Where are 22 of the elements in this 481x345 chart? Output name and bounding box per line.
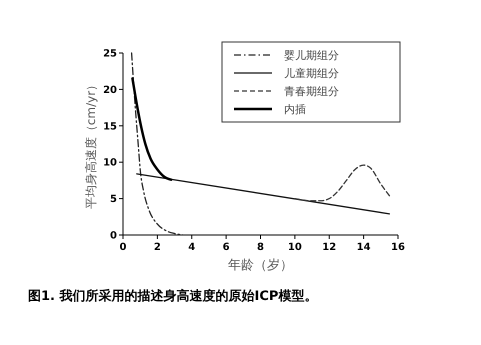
x-tick-label: 2 bbox=[154, 242, 161, 253]
y-tick-label: 15 bbox=[103, 121, 118, 132]
y-tick-label: 5 bbox=[110, 194, 118, 206]
caption: 图1. 我们所采用的描述身高速度的原始ICP模型。 bbox=[28, 288, 318, 304]
x-tick-label: 14 bbox=[356, 242, 371, 253]
x-tick-label: 0 bbox=[120, 242, 127, 253]
legend-label: 儿童期组分 bbox=[284, 67, 339, 80]
legend-label: 内插 bbox=[284, 103, 306, 116]
x-tick-label: 10 bbox=[288, 242, 302, 253]
y-axis-title: 平均身高速度（cm/yr） bbox=[84, 78, 98, 210]
x-tick-label: 6 bbox=[222, 242, 230, 253]
x-axis-title: 年龄（岁） bbox=[228, 258, 293, 273]
x-tick-label: 12 bbox=[322, 242, 336, 253]
x-tick-label: 4 bbox=[188, 242, 196, 253]
legend-label: 青春期组分 bbox=[284, 85, 339, 98]
x-tick-label: 16 bbox=[391, 242, 405, 253]
y-tick-label: 10 bbox=[103, 158, 118, 169]
y-tick-label: 20 bbox=[103, 84, 118, 96]
x-tick-label: 8 bbox=[257, 242, 264, 253]
legend-label: 婴儿期组分 bbox=[284, 49, 339, 62]
y-tick-label: 25 bbox=[103, 48, 118, 60]
y-tick-label: 0 bbox=[110, 230, 118, 242]
